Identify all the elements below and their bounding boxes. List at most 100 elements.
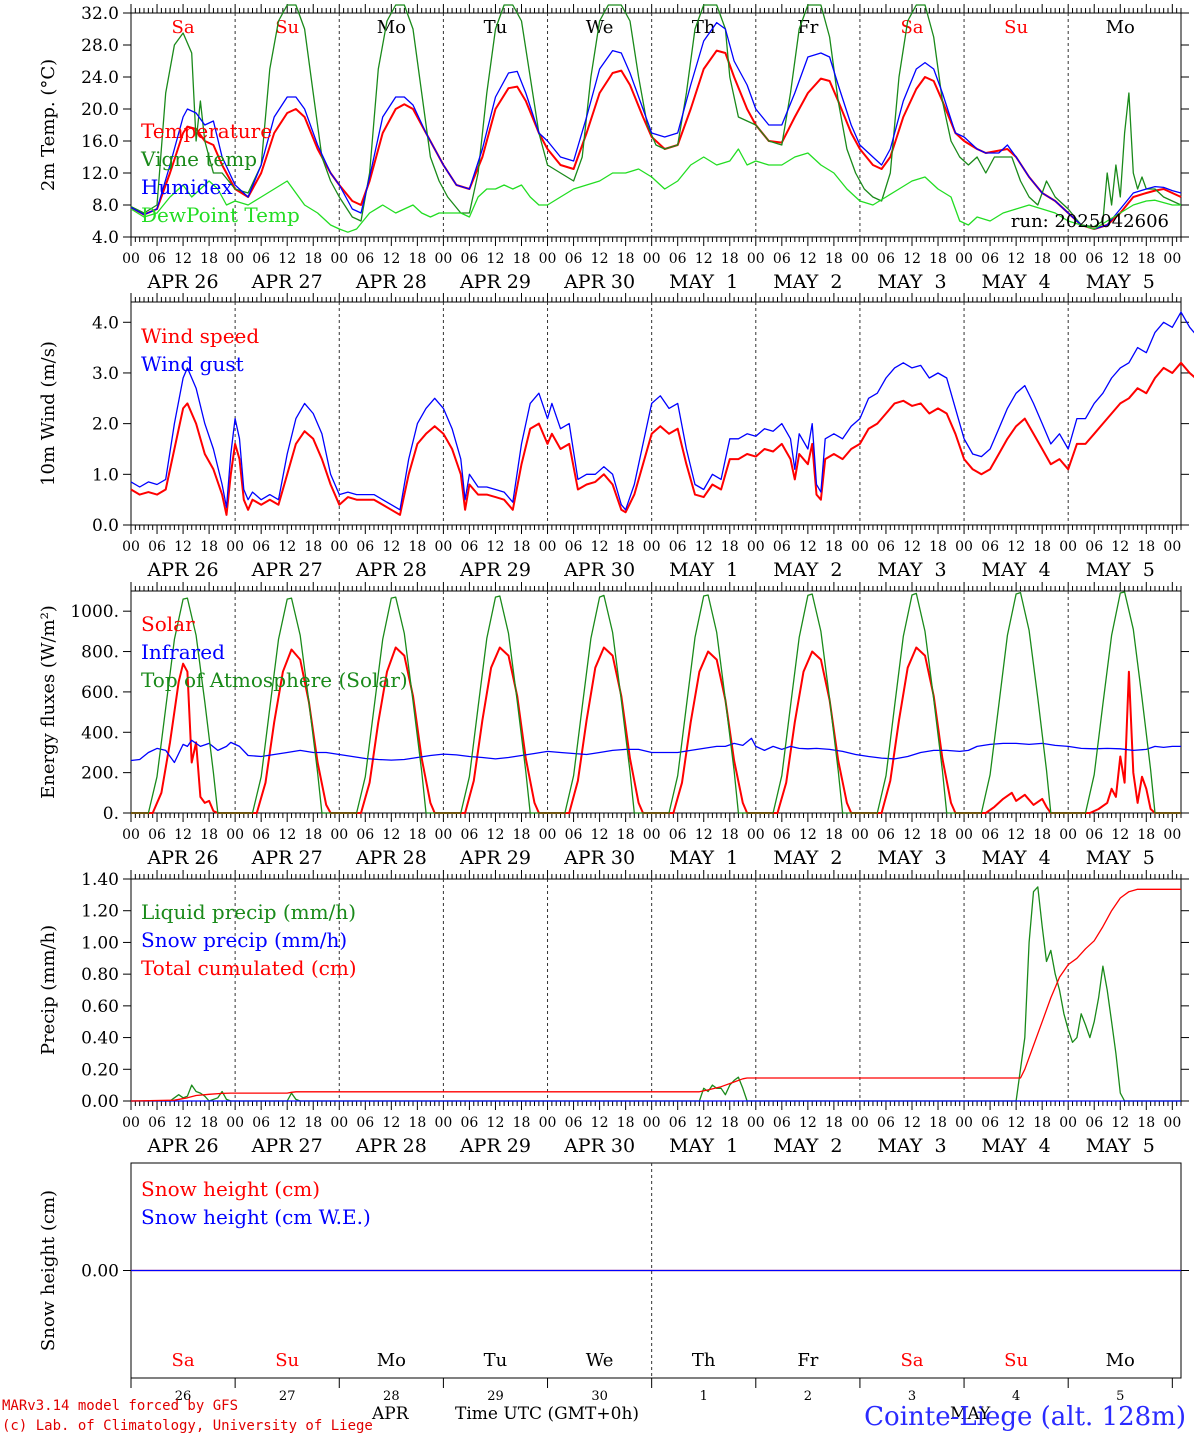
hour-tick-label: 06 [461, 827, 479, 843]
hour-tick-label: 18 [513, 1115, 531, 1131]
hour-tick-label: 00 [539, 1115, 557, 1131]
date-label: APR 30 [563, 1135, 635, 1157]
y-axis-title: 2m Temp. (°C) [38, 59, 59, 191]
hour-tick-label: 12 [591, 1115, 609, 1131]
y-tick-label: 0.60 [81, 997, 119, 1017]
hour-tick-label: 18 [200, 1115, 218, 1131]
hour-tick-label: 12 [1111, 827, 1129, 843]
hour-tick-label: 06 [356, 1115, 374, 1131]
hour-tick-label: 12 [174, 539, 192, 555]
legend-vigne-temp: Vigne temp [140, 147, 257, 171]
hour-tick-label: 12 [695, 1115, 713, 1131]
hour-tick-label: 18 [617, 251, 635, 267]
hour-tick-label: 06 [1085, 539, 1103, 555]
legend-dewpoint-temp: DewPoint Temp [141, 203, 300, 227]
day-number-label: 4 [1012, 1389, 1020, 1404]
hour-tick-label: 06 [981, 827, 999, 843]
hour-tick-label: 06 [252, 251, 270, 267]
y-tick-label: 0.0 [92, 516, 119, 536]
y-tick-label: 1000. [70, 602, 119, 622]
legend-liquid-precip-mm-h-: Liquid precip (mm/h) [141, 900, 356, 924]
hour-tick-label: 00 [643, 827, 661, 843]
date-label: MAY 4 [982, 1135, 1051, 1157]
y-tick-label: 400. [81, 723, 119, 743]
hour-tick-label: 12 [903, 539, 921, 555]
hour-tick-label: 00 [851, 539, 869, 555]
date-label: APR 29 [459, 1135, 531, 1157]
date-label: MAY 3 [877, 271, 946, 293]
y-tick-label: 1.00 [81, 933, 119, 953]
hour-tick-label: 06 [148, 251, 166, 267]
hour-tick-label: 00 [539, 251, 557, 267]
day-number-label: 28 [383, 1389, 400, 1404]
date-label: APR 28 [355, 1135, 427, 1157]
hour-tick-label: 00 [1059, 1115, 1077, 1131]
hour-tick-label: 06 [981, 1115, 999, 1131]
hour-tick-label: 18 [825, 1115, 843, 1131]
date-label: MAY 2 [773, 271, 842, 293]
date-label: MAY 1 [669, 559, 738, 581]
hour-tick-label: 00 [1059, 827, 1077, 843]
hour-tick-label: 00 [643, 539, 661, 555]
hour-tick-label: 12 [382, 1115, 400, 1131]
hour-tick-label: 12 [695, 251, 713, 267]
time-axis-title: Time UTC (GMT+0h) [455, 1404, 640, 1424]
hour-tick-label: 12 [174, 827, 192, 843]
hour-tick-label: 18 [304, 539, 322, 555]
hour-tick-label: 06 [773, 251, 791, 267]
hour-tick-label: 18 [1033, 539, 1051, 555]
hour-tick-label: 00 [1059, 251, 1077, 267]
hour-tick-label: 00 [226, 1115, 244, 1131]
weekday-label: Su [275, 1350, 299, 1371]
date-label: APR 30 [563, 847, 635, 869]
y-tick-label: 32.0 [81, 4, 119, 24]
hour-tick-label: 00 [330, 251, 348, 267]
series-total-cumulated-cm- [130, 888, 1181, 1102]
hour-tick-label: 06 [877, 251, 895, 267]
hour-tick-label: 06 [356, 539, 374, 555]
hour-tick-label: 06 [773, 539, 791, 555]
hour-tick-label: 18 [1137, 827, 1155, 843]
hour-tick-label: 18 [825, 827, 843, 843]
hour-tick-label: 06 [252, 539, 270, 555]
month-label-may: MAY [950, 1404, 991, 1424]
series-infrared [130, 737, 1181, 764]
date-label: MAY 1 [669, 1135, 738, 1157]
day-number-label: 2 [804, 1389, 812, 1404]
hour-tick-label: 18 [1137, 1115, 1155, 1131]
weekday-label: We [586, 1350, 614, 1371]
date-label: APR 27 [251, 559, 323, 581]
hour-tick-label: 00 [434, 251, 452, 267]
hour-tick-label: 18 [408, 1115, 426, 1131]
hour-tick-label: 00 [434, 1115, 452, 1131]
hour-tick-label: 12 [382, 539, 400, 555]
hour-tick-label: 00 [1163, 251, 1181, 267]
hour-tick-label: 18 [929, 539, 947, 555]
hour-tick-label: 06 [565, 251, 583, 267]
hour-tick-label: 18 [929, 827, 947, 843]
hour-tick-label: 18 [304, 251, 322, 267]
weekday-label: Fr [797, 17, 818, 38]
hour-tick-label: 18 [1033, 827, 1051, 843]
date-label: MAY 4 [982, 271, 1051, 293]
date-label: MAY 4 [982, 847, 1051, 869]
y-tick-label: 1.40 [81, 870, 119, 890]
hour-tick-label: 00 [747, 1115, 765, 1131]
y-tick-label: 0.40 [81, 1029, 119, 1049]
hour-tick-label: 12 [487, 251, 505, 267]
hour-tick-label: 12 [1111, 539, 1129, 555]
hour-tick-label: 06 [565, 1115, 583, 1131]
hour-tick-label: 06 [877, 1115, 895, 1131]
hour-tick-label: 18 [200, 251, 218, 267]
series-dewpoint-temp [130, 148, 1181, 233]
hour-tick-label: 12 [799, 539, 817, 555]
y-tick-label: 8.0 [92, 196, 119, 216]
day-number-label: 26 [175, 1389, 192, 1404]
hour-tick-label: 12 [591, 827, 609, 843]
hour-tick-label: 12 [487, 827, 505, 843]
hour-tick-label: 00 [122, 1115, 140, 1131]
series-vigne-temp [130, 4, 1182, 228]
hour-tick-label: 06 [877, 539, 895, 555]
hour-tick-label: 12 [382, 251, 400, 267]
date-label: APR 28 [355, 559, 427, 581]
